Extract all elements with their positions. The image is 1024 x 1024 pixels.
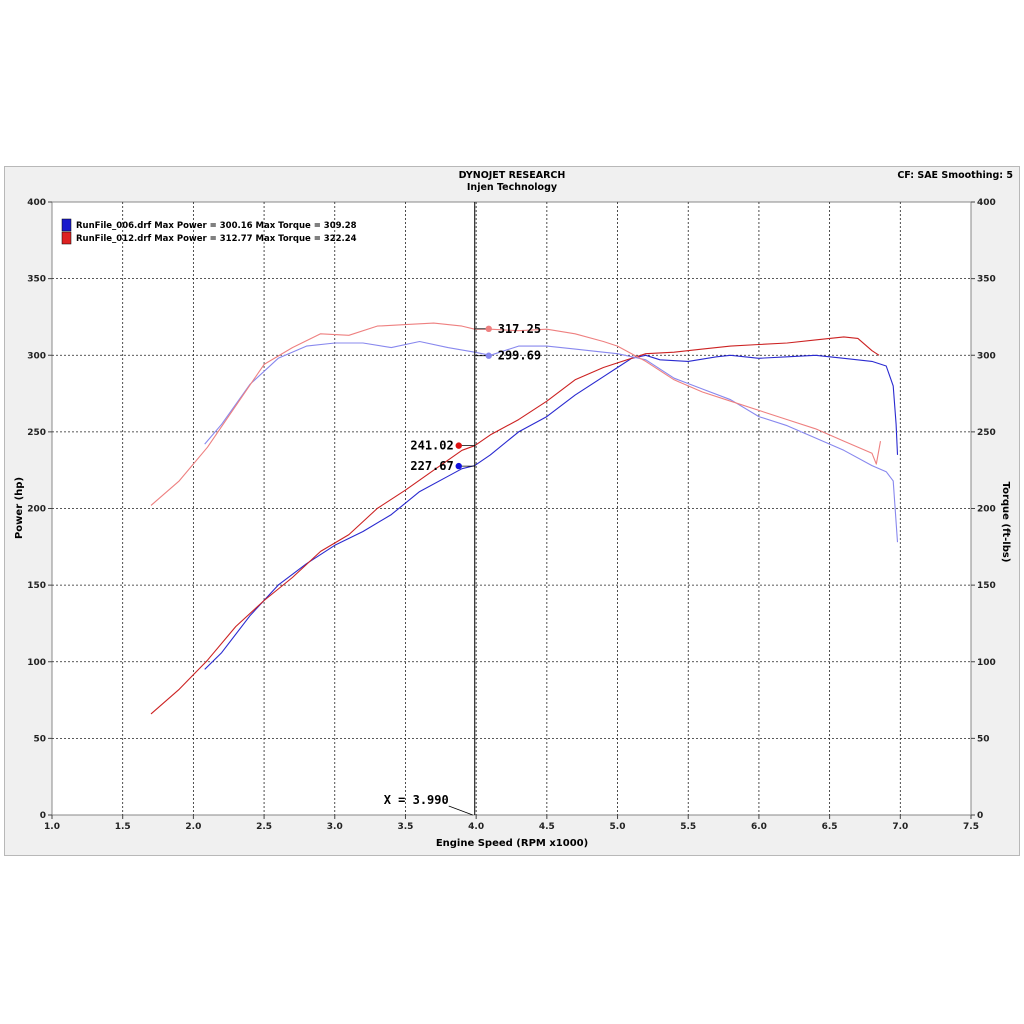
y2-tick-label: 100 [977, 658, 996, 668]
legend-entry-1: RunFile_006.drf Max Power = 300.16 Max T… [76, 221, 357, 231]
x-tick-label: 7.0 [892, 822, 908, 832]
marker-value-label: 299.69 [498, 349, 541, 363]
y2-axis-label: Torque (ft-lbs) [1000, 482, 1011, 563]
y2-tick-label: 250 [977, 428, 996, 438]
cursor-value-label: X = 3.990 [384, 793, 449, 807]
x-tick-label: 4.5 [539, 822, 555, 832]
x-tick-label: 2.5 [256, 822, 272, 832]
ticks: 1.0 1.5 2.0 2.5 3.0 3.5 4.0 4.5 5.0 5.5 6.0 6.5 7.0 7… [27, 198, 996, 832]
marker-dot [485, 325, 492, 333]
y2-tick-label: 200 [977, 505, 996, 515]
y2-tick-label: 350 [977, 275, 996, 285]
cursor-layer: X = 3.990 [384, 202, 476, 816]
y-tick-label: 200 [27, 505, 46, 515]
y2-tick-label: 50 [977, 734, 990, 744]
y-axis-label: Power (hp) [14, 477, 25, 539]
y2-tick-label: 150 [977, 581, 996, 591]
legend-swatch-2 [61, 231, 72, 245]
legend-swatch-1 [61, 218, 72, 232]
x-tick-label: 1.5 [115, 822, 131, 832]
y-tick-label: 50 [33, 734, 46, 744]
legend: RunFile_006.drf Max Power = 300.16 Max T… [61, 218, 357, 245]
marker-dot [485, 352, 492, 359]
legend-entry-2: RunFile_012.drf Max Power = 312.77 Max T… [76, 234, 357, 244]
y-tick-label: 350 [27, 275, 46, 285]
x-tick-label: 6.5 [822, 822, 838, 832]
x-tick-label: 5.5 [680, 822, 696, 832]
series-runfile-006-drf-power [204, 354, 899, 670]
x-tick-label: 3.0 [327, 822, 343, 832]
y-tick-label: 250 [27, 428, 46, 438]
marker-value-label: 241.02 [410, 439, 453, 453]
x-tick-label: 5.0 [610, 822, 626, 832]
series-runfile-006-drf-torque [204, 340, 899, 543]
x-axis-label: Engine Speed (RPM x1000) [436, 838, 588, 849]
chart-title: DYNOJET RESEARCH [459, 170, 566, 181]
y-tick-label: 300 [27, 351, 46, 361]
markers: 317.25 299.69 241.02 227.67 [410, 322, 541, 473]
marker-dot [455, 442, 462, 449]
chart-subtitle: Injen Technology [467, 182, 558, 193]
y2-tick-label: 0 [977, 811, 983, 821]
y-tick-label: 150 [27, 581, 46, 591]
x-tick-label: 7.5 [963, 822, 979, 832]
x-tick-label: 1.0 [44, 822, 60, 832]
y-tick-label: 0 [40, 811, 46, 821]
marker-value-label: 317.25 [498, 322, 541, 336]
corrections-info: CF: SAE Smoothing: 5 [897, 170, 1013, 181]
marker-dot [455, 462, 462, 470]
y-tick-label: 100 [27, 658, 46, 668]
series [150, 322, 899, 715]
x-tick-label: 4.0 [468, 822, 484, 832]
marker-value-label: 227.67 [410, 459, 453, 473]
series-runfile-012-drf-torque [150, 322, 882, 506]
x-tick-label: 6.0 [751, 822, 767, 832]
series-runfile-012-drf-power [150, 336, 880, 715]
y2-tick-label: 300 [977, 351, 996, 361]
y2-tick-label: 400 [977, 198, 996, 208]
x-tick-label: 2.0 [185, 822, 201, 832]
x-tick-label: 3.5 [397, 822, 413, 832]
cursor-label-leader [448, 805, 473, 816]
y-tick-label: 400 [27, 198, 46, 208]
